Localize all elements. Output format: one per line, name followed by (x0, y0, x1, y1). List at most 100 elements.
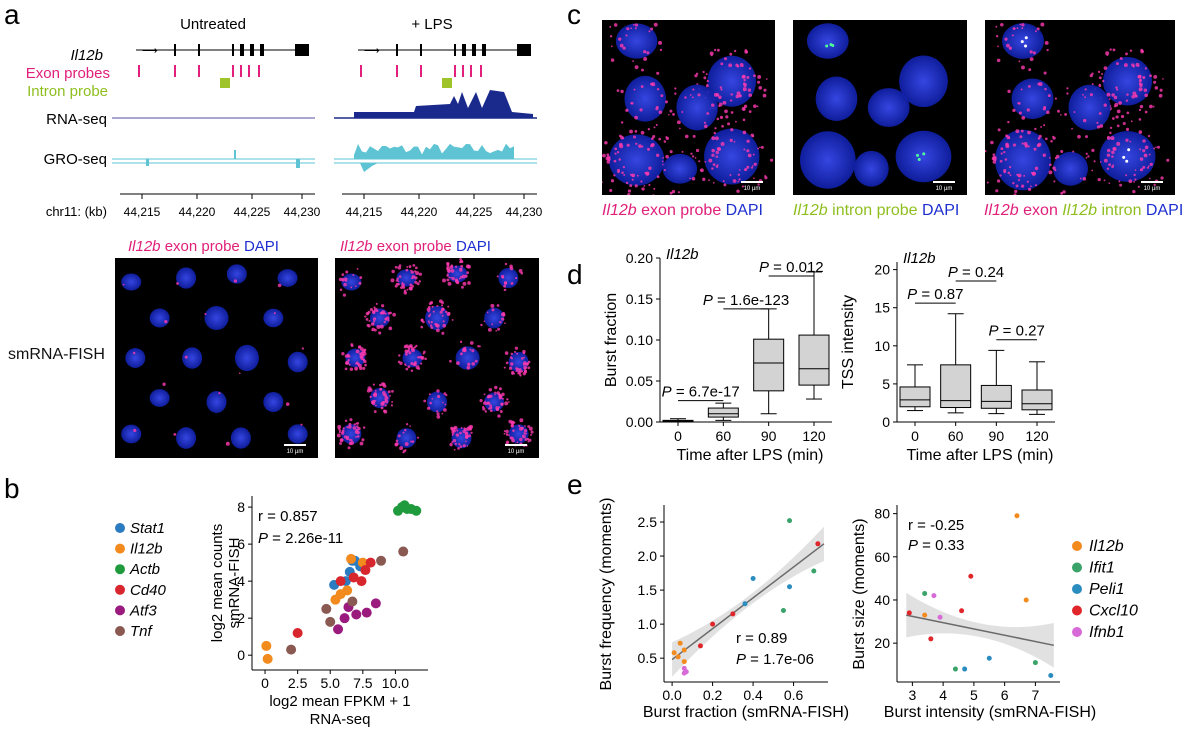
p-number: = 1.7e-06 (746, 651, 814, 668)
mrna-spot (466, 365, 471, 370)
mrna-spot (374, 399, 377, 402)
panel-letter-b: b (4, 473, 20, 504)
mrna-spot (382, 391, 386, 395)
mrna-spot (1008, 166, 1012, 169)
track-label-gene: Il12b (70, 47, 103, 64)
mrna-spot (479, 345, 481, 348)
mrna-spot (459, 445, 463, 448)
mrna-spot (703, 76, 707, 80)
mrna-spot (404, 449, 407, 452)
mrna-spot (656, 71, 660, 75)
mrna-spot (301, 347, 305, 350)
mrna-spot (448, 276, 451, 279)
mrna-spot (371, 327, 376, 332)
mrna-spot (444, 310, 448, 314)
x-tick-label: 5.0 (320, 675, 340, 691)
mrna-spot (516, 441, 519, 444)
mrna-spot (1042, 153, 1046, 157)
mrna-spot (672, 112, 675, 116)
mrna-spot (1018, 60, 1021, 63)
mrna-spot (451, 441, 454, 443)
mrna-spot (397, 266, 402, 270)
chrom-tick-label: 44,215 (124, 205, 161, 219)
mrna-spot (441, 412, 444, 415)
mrna-spot (415, 344, 418, 348)
mrna-spot (742, 118, 746, 122)
mrna-spot (355, 435, 357, 438)
tss-spot (1127, 148, 1131, 152)
nucleus (206, 391, 227, 413)
exon-probe-mark (258, 65, 260, 77)
point-atf3 (361, 607, 372, 618)
y-tick-label: 0.10 (626, 332, 653, 348)
exon-probe-mark (454, 65, 456, 77)
mrna-spot (665, 136, 669, 140)
nucleus (277, 269, 298, 287)
mrna-spot (711, 153, 715, 157)
mrna-spot (518, 424, 521, 428)
mrna-spot (417, 355, 420, 359)
point-cxcl10 (730, 611, 736, 617)
p-number: = 0.27 (999, 323, 1045, 340)
mrna-spot (446, 273, 449, 276)
mrna-spot (1116, 109, 1121, 114)
mrna-spot (679, 127, 681, 130)
mrna-spot (356, 425, 359, 428)
mrna-spot (488, 407, 491, 410)
mrna-spot (510, 423, 515, 428)
mrna-spot (460, 352, 463, 356)
p-label: P (703, 292, 713, 309)
x-axis-label: log2 mean FPKM + 1 (269, 693, 410, 710)
mrna-spot (501, 276, 505, 279)
mrna-spot (497, 327, 501, 331)
mrna-spot (1119, 57, 1123, 60)
mrna-spot (715, 155, 719, 158)
mrna-spot (428, 393, 431, 396)
chart-b-scatter: 0 2.5 5.0 7.5 10.0 0 2 4 6 8 r = 0.857 P = 2.26e-11… (115, 496, 428, 728)
mrna-spot (1139, 148, 1142, 151)
mrna-spot (344, 419, 348, 423)
mrna-spot (1099, 124, 1104, 128)
mrna-spot (638, 144, 642, 148)
mrna-spot (1126, 111, 1130, 115)
mrna-spot (352, 273, 355, 277)
comparison-label: P = 0.24 (948, 264, 1004, 281)
mrna-spot (410, 361, 414, 366)
mrna-spot (1125, 127, 1130, 131)
mrna-spot (442, 323, 447, 328)
mrna-spot (737, 173, 741, 176)
mrna-spot (1028, 68, 1032, 72)
mrna-spot (752, 165, 754, 167)
mrna-spot (468, 434, 472, 438)
mrna-spot (1097, 70, 1101, 74)
mrna-spot (382, 382, 386, 386)
p-value-text: P = 2.26e-11 (258, 530, 343, 547)
point-il12b (671, 650, 677, 656)
mrna-spot (444, 403, 447, 406)
mrna-spot (626, 143, 630, 147)
mrna-spot (743, 78, 746, 82)
exon-block (250, 44, 254, 56)
mrna-spot (1066, 92, 1069, 95)
mrna-spot (1110, 136, 1115, 141)
point-ifit1 (922, 591, 928, 596)
mrna-spot (524, 425, 526, 427)
mrna-spot (378, 331, 382, 335)
mrna-spot (1111, 155, 1114, 158)
mrna-spot (344, 367, 348, 371)
mrna-spot (1073, 111, 1076, 114)
mrna-spot (416, 282, 420, 286)
mrna-spot (518, 268, 523, 273)
mrna-spot (1007, 171, 1011, 175)
mrna-spot (1057, 109, 1060, 113)
point-peli1 (986, 655, 992, 661)
scale-label: 10 µm (508, 449, 525, 455)
point-il12b (330, 594, 341, 605)
mrna-spot (631, 175, 634, 177)
mrna-spot (1038, 82, 1043, 87)
mrna-spot (630, 27, 633, 30)
mrna-spot (349, 367, 354, 371)
mrna-spot (623, 174, 626, 176)
mrna-spot (347, 359, 350, 362)
mrna-spot (722, 100, 727, 105)
